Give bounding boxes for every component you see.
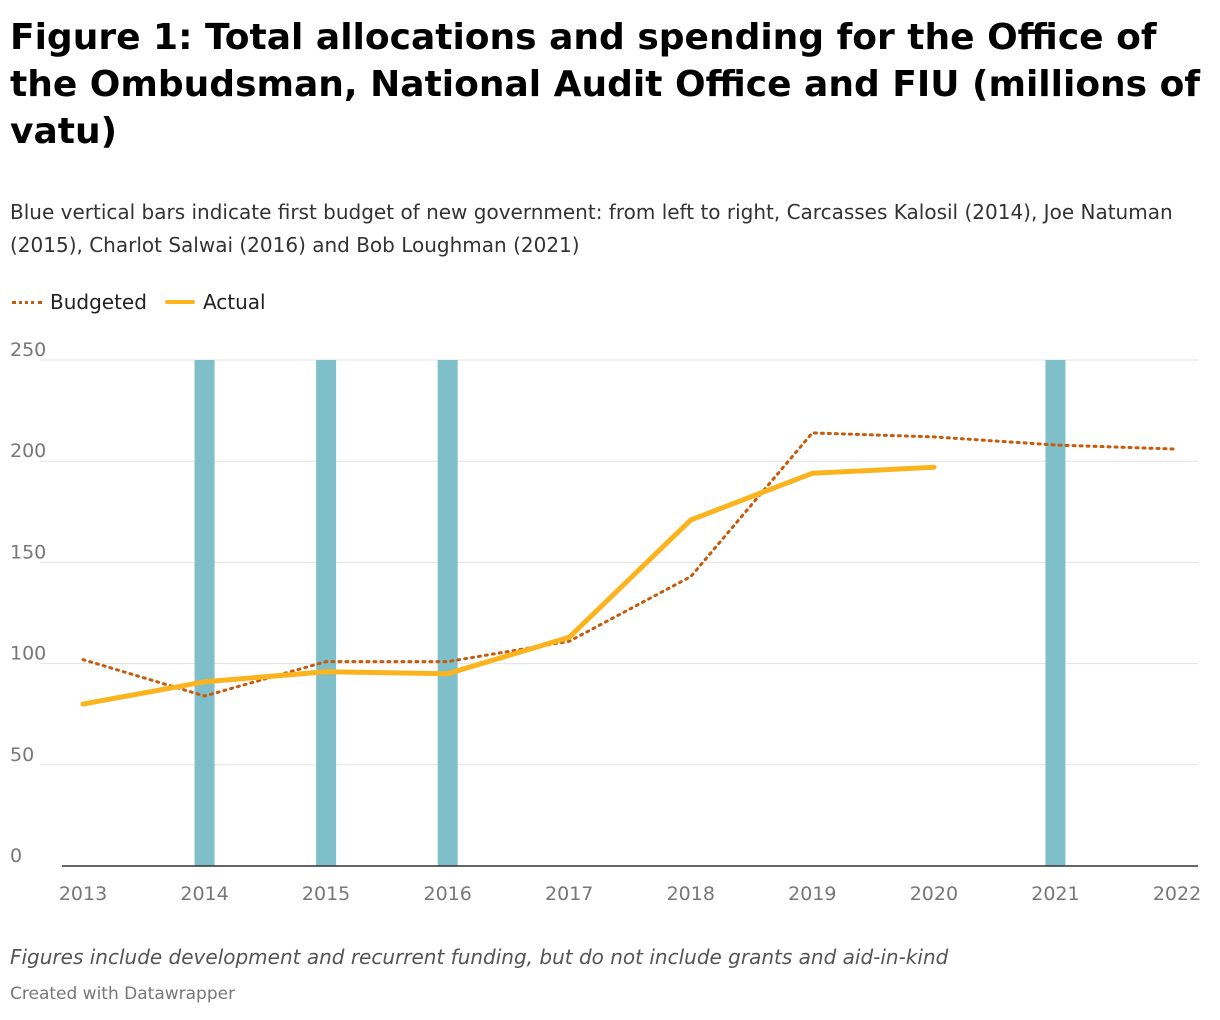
series-lines bbox=[80, 431, 1179, 707]
legend-label-actual: Actual bbox=[202, 290, 266, 314]
chart-title: Figure 1: Total allocations and spending… bbox=[10, 17, 1201, 152]
legend-swatch-actual bbox=[164, 300, 195, 304]
y-tick-label: 100 bbox=[10, 643, 46, 665]
y-tick-label: 150 bbox=[10, 541, 46, 563]
government-bar bbox=[316, 360, 337, 866]
series-line-actual bbox=[80, 464, 937, 707]
legend: Budgeted Actual bbox=[12, 288, 284, 316]
legend-swatch-budgeted bbox=[12, 300, 42, 304]
x-tick-label: 2013 bbox=[59, 883, 107, 905]
government-bars bbox=[194, 360, 1066, 866]
x-tick-label: 2015 bbox=[302, 883, 350, 905]
chart-subtitle: Blue vertical bars indicate first budget… bbox=[10, 200, 1173, 257]
government-bar bbox=[1045, 360, 1066, 866]
y-tick-label: 250 bbox=[10, 339, 46, 361]
x-tick-label: 2019 bbox=[788, 883, 836, 905]
y-tick-label: 0 bbox=[10, 845, 22, 867]
y-tick-label: 200 bbox=[10, 440, 46, 462]
line-chart: 0 50 100 150 200 250 2013 2014 2015 2016 2017 2018 2… bbox=[10, 339, 1201, 905]
y-tick-label: 50 bbox=[10, 744, 34, 766]
axes: 0 50 100 150 200 250 2013 2014 2015 2016 2017 2018 2… bbox=[10, 339, 1201, 905]
government-bar bbox=[437, 360, 458, 866]
government-bar bbox=[194, 360, 215, 866]
series-line-budgeted bbox=[81, 431, 1179, 698]
legend-label-budgeted: Budgeted bbox=[50, 290, 147, 314]
x-tick-label: 2018 bbox=[667, 883, 715, 905]
legend-item-actual: Actual bbox=[164, 290, 266, 314]
legend-item-budgeted: Budgeted bbox=[12, 290, 147, 314]
chart-credit: Created with Datawrapper bbox=[10, 984, 236, 1004]
x-tick-label: 2017 bbox=[545, 883, 593, 905]
chart-note: Figures include development and recurren… bbox=[10, 945, 949, 969]
x-tick-label: 2016 bbox=[423, 883, 471, 905]
x-tick-label: 2020 bbox=[910, 883, 958, 905]
x-tick-label: 2014 bbox=[180, 883, 228, 905]
gridlines bbox=[40, 359, 1198, 766]
x-tick-label: 2022 bbox=[1153, 883, 1201, 905]
x-tick-label: 2021 bbox=[1031, 883, 1079, 905]
